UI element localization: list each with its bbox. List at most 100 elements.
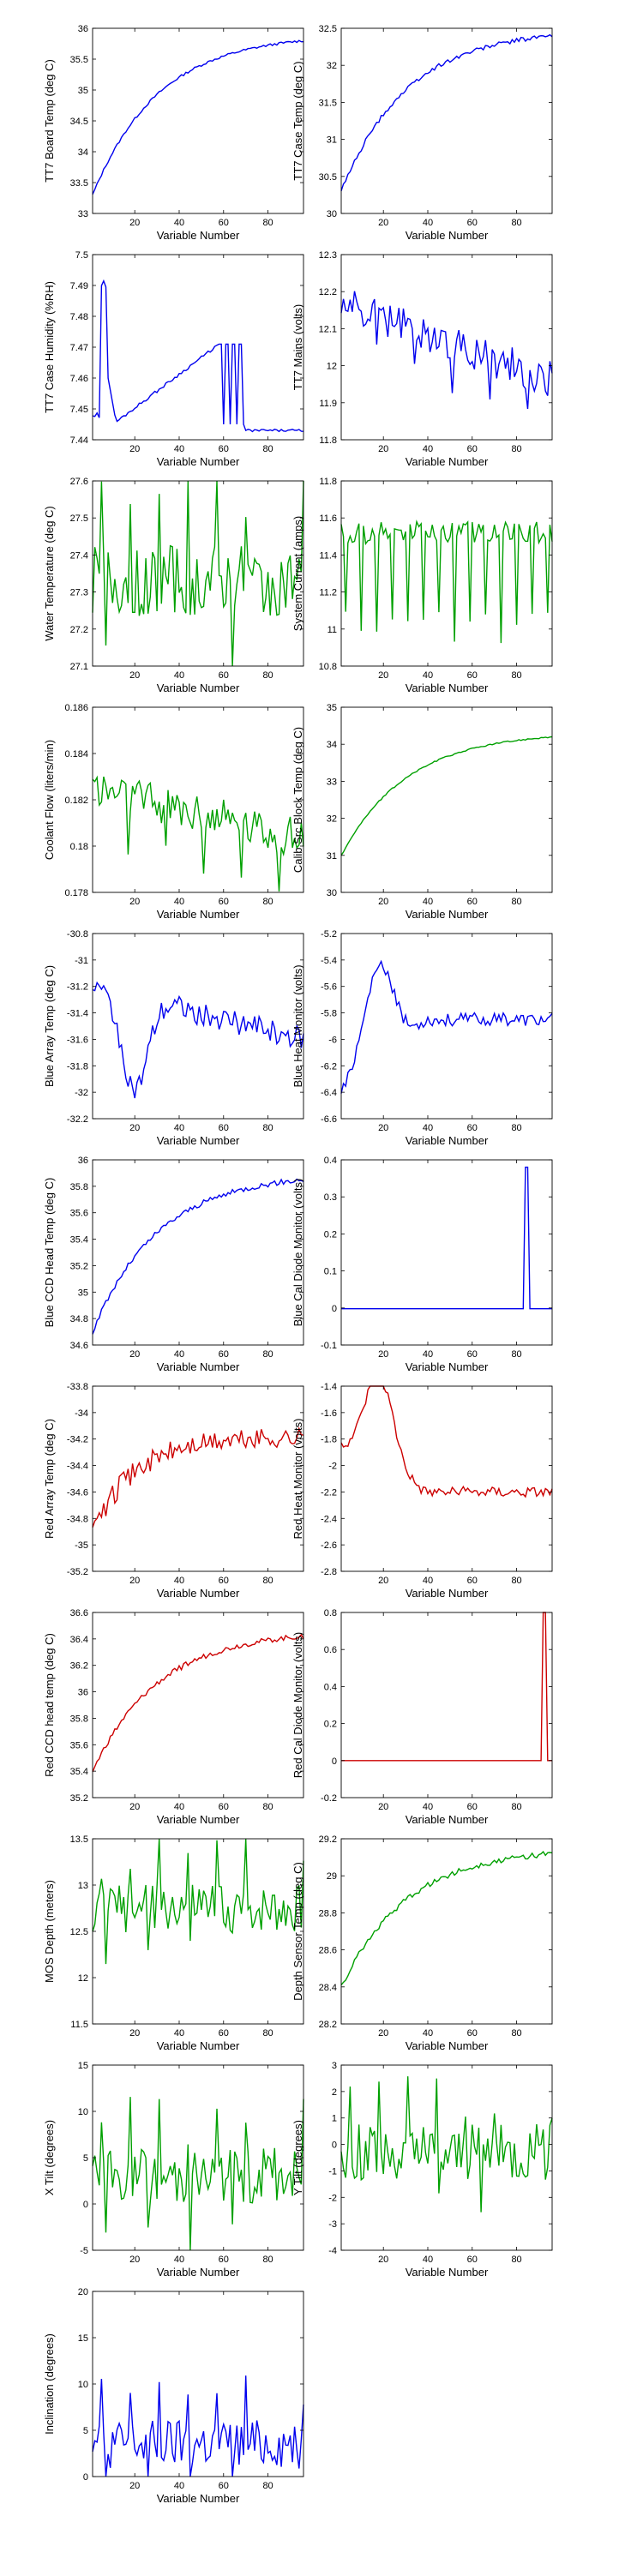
x-tick-label: 60	[219, 897, 229, 907]
y-tick-label: -32.2	[67, 1114, 88, 1125]
y-tick-label: 30.5	[319, 172, 337, 183]
x-tick-label: 60	[219, 1123, 229, 1133]
plot-frame	[340, 706, 553, 893]
x-tick-label: 20	[129, 2481, 140, 2491]
x-tick-label: 40	[423, 2255, 433, 2265]
plot-frame	[92, 2064, 304, 2251]
plot-frame	[340, 1385, 553, 1572]
y-tick-label: 15	[78, 2061, 88, 2071]
y-tick-label: 35.4	[70, 1767, 88, 1777]
y-tick-label: 7.5	[75, 250, 88, 261]
y-tick-label: 27.6	[70, 477, 88, 487]
chart-panel-11: 20 40 60 80 -0.1 0 0.1 0.2 0.3 0.4 Variable Number…	[291, 1156, 553, 1373]
plot-frame	[340, 1838, 553, 2025]
y-tick-label: 20	[78, 2287, 88, 2297]
y-axis-label: Blue CCD Head Temp (deg C)	[43, 1178, 56, 1328]
chart-panel-10: 20 40 60 80 34.6 34.8 35 35.2 35.4 35.6 35.8 36 Vari…	[43, 1156, 304, 1373]
y-tick-label: 0.4	[324, 1682, 337, 1692]
y-axis-label: Y Tilt (degrees)	[291, 2120, 304, 2195]
series-line-13-0	[340, 1385, 553, 1498]
y-tick-label: 36	[78, 1156, 88, 1166]
y-tick-label: 0.8	[324, 1608, 337, 1618]
y-tick-label: 34	[327, 740, 337, 750]
y-axis-label: TT7 Mains (volts)	[291, 304, 304, 390]
x-tick-label: 80	[511, 218, 521, 228]
y-tick-label: 27.4	[70, 550, 88, 561]
y-tick-label: -34.2	[67, 1435, 88, 1445]
plot-frame	[340, 1612, 553, 1798]
y-tick-label: -2	[328, 1462, 337, 1472]
x-tick-label: 60	[467, 1576, 478, 1586]
series-line-6-0	[92, 775, 304, 892]
y-tick-label: -1.6	[321, 1408, 337, 1419]
x-tick-label: 40	[174, 2255, 184, 2265]
y-tick-label: 36	[78, 1688, 88, 1698]
x-tick-label: 80	[262, 1123, 273, 1133]
chart-panel-15: 20 40 60 80 -0.2 0 0.2 0.4 0.6 0.8 Variable Number…	[291, 1608, 553, 1826]
series-line-12-0	[92, 1426, 304, 1528]
x-tick-label: 60	[219, 1576, 229, 1586]
y-tick-label: -2.6	[321, 1540, 337, 1551]
series-line-8-0	[92, 981, 304, 1099]
x-tick-label: 40	[174, 1802, 184, 1812]
chart-panel-4: 20 40 60 80 27.1 27.2 27.3 27.4 27.5 27.6 Variable…	[43, 477, 304, 694]
chart-panel-0: 20 40 60 80 33 33.5 34 34.5 35 35.5 36 Variable Num…	[43, 24, 304, 242]
y-axis-label: Inclination (degrees)	[43, 2333, 56, 2435]
series-line-20-0	[92, 2375, 304, 2477]
y-tick-label: 12.5	[70, 1927, 88, 1937]
y-tick-label: 7.44	[70, 435, 88, 446]
y-tick-label: -33.8	[67, 1382, 88, 1392]
y-tick-label: 35.5	[70, 55, 88, 65]
y-tick-label: -5.8	[321, 1009, 337, 1019]
y-tick-label: 11.5	[70, 2020, 88, 2030]
y-tick-label: -6.6	[321, 1114, 337, 1125]
y-tick-label: -35.2	[67, 1567, 88, 1577]
y-tick-label: 0.186	[64, 703, 88, 713]
y-tick-label: 33	[78, 209, 88, 219]
y-tick-label: 35.8	[70, 1182, 88, 1192]
x-tick-label: 20	[129, 2255, 140, 2265]
plot-frame	[340, 480, 553, 667]
x-tick-label: 20	[129, 897, 140, 907]
chart-panel-8: 20 40 60 80 -32.2 -32 -31.8 -31.6 -31.4 -31.2 -31 -…	[43, 929, 304, 1147]
y-tick-label: 34.5	[70, 117, 88, 127]
x-tick-label: 80	[511, 2028, 521, 2039]
y-tick-label: 36.2	[70, 1661, 88, 1672]
y-axis-label: Coolant Flow (liters/min)	[43, 740, 56, 860]
y-tick-label: -31.6	[67, 1035, 88, 1045]
x-tick-label: 20	[378, 1802, 388, 1812]
x-tick-label: 60	[219, 670, 229, 681]
y-tick-label: -5.2	[321, 929, 337, 940]
x-tick-label: 80	[511, 444, 521, 454]
y-tick-label: 36	[78, 24, 88, 34]
plot-frame	[92, 1838, 304, 2025]
y-tick-label: -30.8	[67, 929, 88, 940]
x-axis-label: Variable Number	[157, 1813, 240, 1826]
x-tick-label: 60	[467, 1802, 478, 1812]
y-tick-label: 28.6	[319, 1946, 337, 1956]
y-axis-label: Blue Array Temp (deg C)	[43, 965, 56, 1087]
y-tick-label: 12.3	[319, 250, 337, 261]
y-tick-label: -2.4	[321, 1514, 337, 1524]
x-tick-label: 20	[378, 1576, 388, 1586]
y-tick-label: 12	[78, 1973, 88, 1984]
y-tick-label: 0.184	[64, 749, 88, 760]
x-tick-label: 60	[467, 1349, 478, 1360]
y-tick-label: -32	[75, 1088, 88, 1098]
y-tick-label: 0.2	[324, 1720, 337, 1730]
series-line-19-0	[340, 2076, 553, 2213]
x-axis-label: Variable Number	[406, 1587, 489, 1600]
y-tick-label: 30	[327, 209, 337, 219]
y-tick-label: 35	[327, 703, 337, 713]
x-tick-label: 20	[129, 670, 140, 681]
y-tick-label: 1	[332, 2114, 337, 2124]
y-axis-label: Red Cal Diode Monitor (volts)	[291, 1632, 304, 1779]
x-axis-label: Variable Number	[157, 908, 240, 921]
y-tick-label: 5	[83, 2426, 88, 2436]
x-axis-label: Variable Number	[157, 2039, 240, 2052]
series-line-1-0	[340, 33, 553, 192]
x-axis-label: Variable Number	[406, 1360, 489, 1373]
series-line-18-0	[92, 2097, 304, 2251]
x-axis-label: Variable Number	[406, 1134, 489, 1147]
